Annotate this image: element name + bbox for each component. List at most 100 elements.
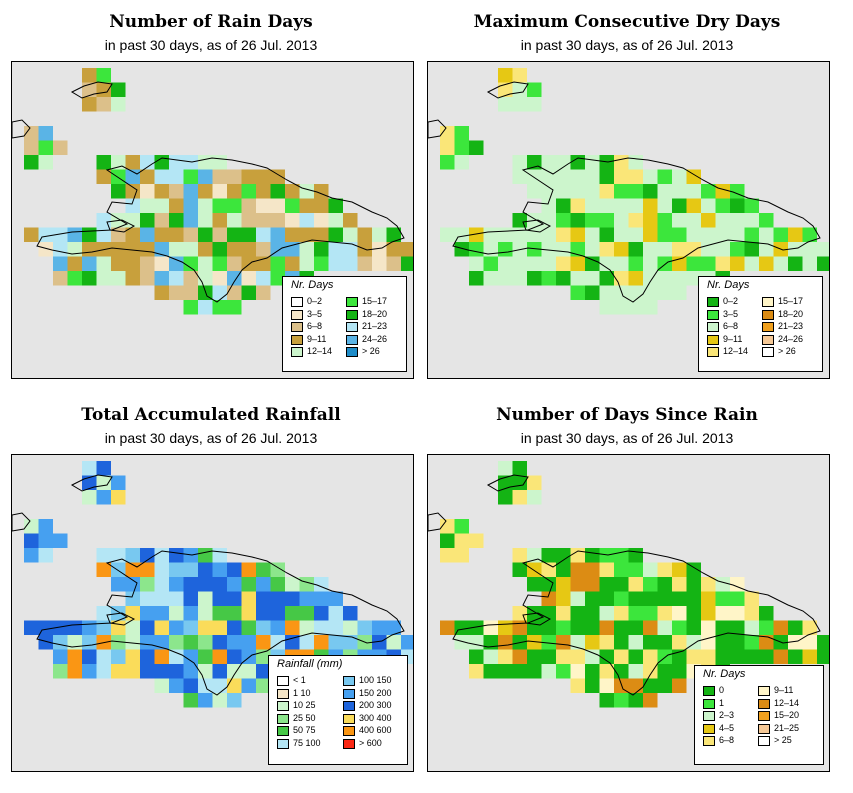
- grid-cell: [125, 577, 140, 592]
- grid-cell: [227, 169, 242, 184]
- grid-cell: [759, 649, 774, 664]
- grid-cell: [212, 577, 227, 592]
- grid-cell: [314, 620, 329, 635]
- grid-cell: [285, 635, 300, 650]
- grid-cell: [227, 300, 242, 315]
- panel-title: Maximum Consecutive Dry Days: [473, 12, 781, 32]
- grid-cell: [328, 227, 343, 242]
- grid-cell: [817, 256, 829, 271]
- legend-swatch: [758, 698, 770, 709]
- grid-cell: [527, 475, 542, 490]
- grid-cell: [227, 664, 242, 679]
- grid-cell: [111, 649, 126, 664]
- grid-cell: [328, 635, 343, 650]
- grid-cell: [657, 562, 672, 577]
- grid-cell: [643, 285, 658, 300]
- grid-cell: [469, 649, 484, 664]
- grid-cell: [614, 300, 629, 315]
- grid-cell: [672, 198, 687, 213]
- legend-label: 3–5: [307, 308, 323, 319]
- grid-cell: [599, 678, 614, 693]
- grid-cell: [53, 227, 68, 242]
- panel-rainfall: Total Accumulated Rainfall in past 30 da…: [11, 405, 421, 775]
- grid-cell: [701, 620, 716, 635]
- grid-cell: [628, 562, 643, 577]
- legend-label: 9–11: [723, 333, 743, 344]
- legend-label: 9–11: [774, 685, 794, 695]
- grid-cell: [512, 461, 527, 476]
- grid-cell: [599, 213, 614, 228]
- legend-label: 24–26: [362, 333, 388, 344]
- legend-label: 6–8: [719, 735, 735, 745]
- grid-cell: [454, 155, 469, 170]
- grid-cell: [469, 635, 484, 650]
- grid-cell: [299, 213, 314, 228]
- grid-cells: [24, 68, 413, 315]
- grid-cell: [256, 664, 271, 679]
- legend: Rainfall (mm) < 1 1 10 10 25 25 50 50 75 75 1…: [268, 655, 408, 765]
- grid-cell: [270, 271, 285, 286]
- grid-cell: [401, 635, 413, 650]
- grid-cell: [469, 271, 484, 286]
- grid-cell: [241, 184, 256, 199]
- grid-cell: [169, 577, 184, 592]
- grid-cell: [541, 664, 556, 679]
- grid-cell: [154, 184, 169, 199]
- grid-cell: [556, 548, 571, 563]
- grid-cell: [357, 620, 372, 635]
- grid-cell: [570, 271, 585, 286]
- grid-cell: [570, 606, 585, 621]
- grid-cell: [67, 227, 82, 242]
- grid-cell: [541, 184, 556, 199]
- coastline: [12, 119, 31, 139]
- grid-cell: [328, 198, 343, 213]
- grid-cell: [715, 606, 730, 621]
- grid-cell: [759, 256, 774, 271]
- legend-swatch: [758, 686, 770, 696]
- grid-cell: [657, 635, 672, 650]
- grid-cell: [686, 271, 701, 286]
- grid-cell: [212, 213, 227, 228]
- grid-cell: [556, 242, 571, 257]
- grid-cell: [154, 591, 169, 606]
- grid-cell: [686, 256, 701, 271]
- legend-swatch: [762, 334, 774, 345]
- legend-swatch: [707, 297, 719, 307]
- legend-swatch: [343, 676, 355, 686]
- grid-cell: [469, 533, 484, 548]
- grid-cell: [270, 591, 285, 606]
- grid-cell: [802, 242, 817, 257]
- legend-swatch: [291, 309, 303, 320]
- grid-cell: [585, 606, 600, 621]
- legend-swatch: [346, 297, 358, 307]
- grid-cell: [599, 620, 614, 635]
- grid-cell: [357, 227, 372, 242]
- grid-cell: [527, 184, 542, 199]
- grid-cell: [614, 591, 629, 606]
- grid-cell: [570, 620, 585, 635]
- grid-cell: [212, 693, 227, 708]
- grid-cell: [140, 227, 155, 242]
- grid-cell: [512, 490, 527, 505]
- grid-cell: [570, 649, 585, 664]
- grid-cell: [614, 562, 629, 577]
- grid-cell: [82, 649, 97, 664]
- grid-cell: [169, 242, 184, 257]
- grid-cell: [788, 227, 803, 242]
- grid-cell: [614, 577, 629, 592]
- grid-cell: [672, 620, 687, 635]
- legend-label: > 26: [362, 346, 380, 356]
- panel-subtitle: in past 30 days, as of 26 Jul. 2013: [104, 37, 318, 53]
- grid-cell: [169, 664, 184, 679]
- legend-label: > 26: [778, 346, 796, 356]
- grid-cell: [82, 68, 97, 83]
- grid-cell: [686, 169, 701, 184]
- grid-cell: [227, 256, 242, 271]
- legend-label: 0–2: [307, 296, 323, 306]
- grid-cell: [628, 256, 643, 271]
- grid-cell: [386, 635, 401, 650]
- grid-cell: [614, 198, 629, 213]
- grid-cell: [527, 649, 542, 664]
- grid-cell: [643, 606, 658, 621]
- grid-cell: [686, 577, 701, 592]
